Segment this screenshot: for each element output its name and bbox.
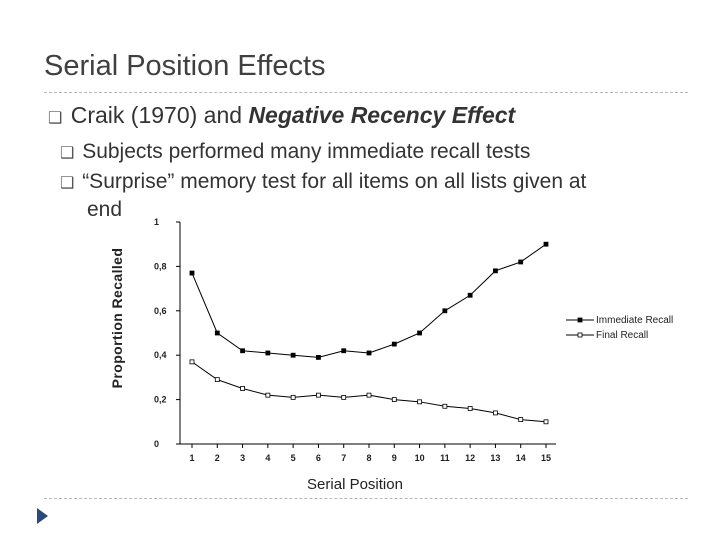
- slide-title: Serial Position Effects: [44, 50, 326, 82]
- series-2-point: [518, 417, 524, 422]
- sub-bullet-2-continuation: end: [87, 198, 123, 221]
- series-1-point: [366, 350, 372, 356]
- x-tick-label: 14: [516, 453, 526, 463]
- sub-bullet-2-text: “Surprise” memory test for all items on …: [82, 170, 587, 193]
- series-2-point: [543, 419, 549, 425]
- x-tick-label: 6: [316, 453, 321, 463]
- series-2-point: [366, 392, 372, 398]
- y-tick-label: 1: [154, 217, 159, 227]
- y-tick-label: 0: [154, 439, 159, 449]
- title-divider: [44, 92, 688, 93]
- x-tick-label: 4: [265, 453, 270, 463]
- series-1-point: [265, 350, 271, 356]
- series-1-point: [214, 330, 220, 336]
- series-1-point: [467, 292, 473, 298]
- main-bullet-text: Craik (1970) and: [70, 102, 249, 128]
- y-tick-label: 0,6: [154, 306, 167, 316]
- series-2-point: [442, 403, 448, 409]
- series-1-point: [543, 241, 549, 247]
- series-2-point: [189, 359, 195, 365]
- x-tick-label: 11: [440, 453, 450, 463]
- series-line-2: [191, 361, 547, 423]
- series-2-point: [493, 410, 498, 416]
- main-bullet-emphasis: Negative Recency Effect: [248, 102, 516, 128]
- series-1-point: [240, 348, 245, 354]
- y-axis-label: Proportion Recalled: [109, 247, 125, 389]
- sub-bullet-2: ❑ “Surprise” memory test for all items o…: [60, 170, 586, 194]
- y-tick-label: 0,8: [154, 261, 167, 271]
- series-1-point: [189, 270, 195, 276]
- series-1-point: [316, 355, 321, 360]
- bullet-box-icon: ❑: [60, 175, 75, 192]
- series-1-point: [493, 268, 498, 274]
- series-1-point: [442, 308, 448, 314]
- series-2-point: [265, 392, 271, 398]
- series-2-point: [214, 377, 220, 383]
- series-1-point: [417, 330, 422, 336]
- y-tick-label: 0,2: [154, 395, 167, 405]
- x-tick-label: 9: [392, 453, 397, 463]
- x-tick-label: 5: [291, 453, 296, 463]
- x-tick-label: 12: [465, 453, 475, 463]
- x-tick-label: 8: [366, 453, 371, 463]
- series-1-point: [290, 352, 296, 358]
- series-1-point: [341, 348, 347, 354]
- series-line-1: [191, 243, 547, 358]
- series-2-point: [391, 397, 397, 403]
- x-tick-label: 1: [189, 453, 194, 463]
- series-2-point: [341, 394, 347, 400]
- x-tick-label: 7: [341, 453, 346, 463]
- sub-bullet-1-text: Subjects performed many immediate recall…: [82, 140, 531, 163]
- x-tick-label: 13: [490, 453, 500, 463]
- x-tick-label: 3: [240, 453, 245, 463]
- x-axis-label: Serial Position: [307, 476, 403, 493]
- x-tick-label: 2: [215, 453, 220, 463]
- main-bullet: ❑ Craik (1970) and Negative Recency Effe…: [48, 102, 515, 129]
- series-2-point: [417, 399, 422, 405]
- legend-label-1: Immediate Recall: [596, 315, 673, 326]
- series-2-point: [240, 386, 245, 391]
- legend-marker-2: [577, 332, 583, 338]
- bullet-box-icon: ❑: [60, 145, 75, 162]
- series-1-point: [518, 259, 524, 265]
- series-1-point: [391, 341, 397, 347]
- x-tick-label: 15: [541, 453, 551, 463]
- sub-bullet-1: ❑ Subjects performed many immediate reca…: [60, 140, 530, 164]
- series-2-point: [316, 392, 321, 398]
- series-2-point: [290, 394, 296, 400]
- slide-arrow-icon: [37, 508, 48, 524]
- series-2-point: [467, 406, 473, 411]
- y-tick-label: 0,4: [154, 350, 167, 360]
- footer-divider: [44, 498, 688, 499]
- bullet-box-icon: ❑: [48, 110, 63, 127]
- legend-label-2: Final Recall: [596, 330, 648, 341]
- x-tick-label: 10: [415, 453, 425, 463]
- legend-marker-1: [577, 317, 583, 323]
